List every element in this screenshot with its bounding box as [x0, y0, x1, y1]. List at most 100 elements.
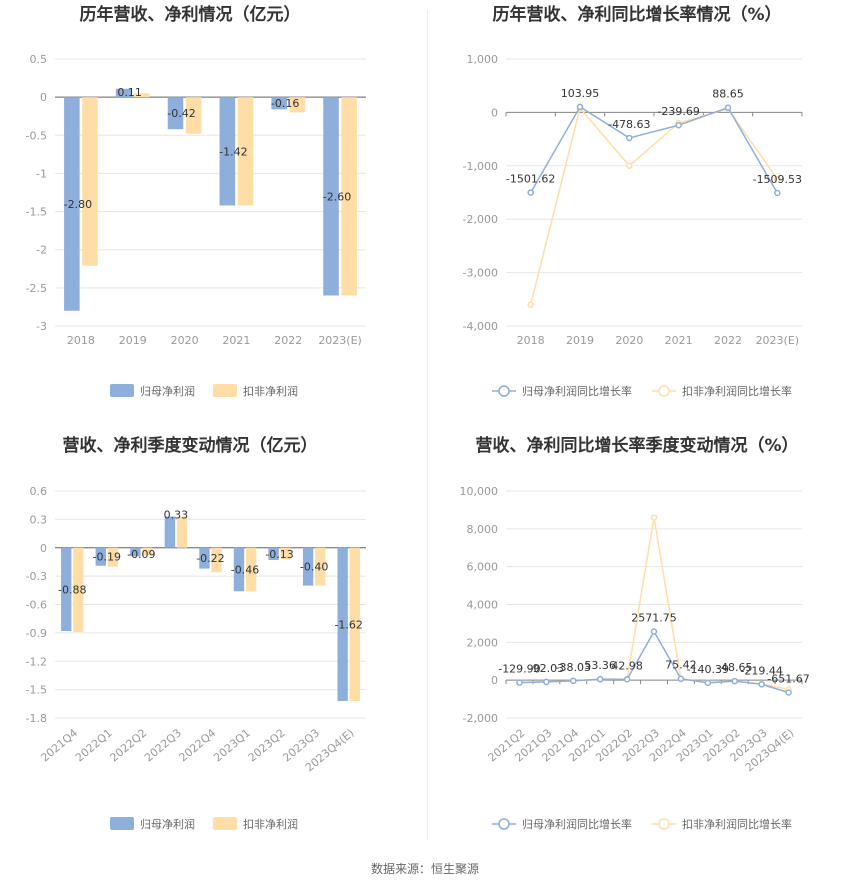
- y-tick-label: 10,000: [460, 485, 499, 498]
- series-line: [530, 105, 778, 194]
- y-tick-label: 8,000: [467, 523, 499, 536]
- chart-title: 历年营收、净利同比增长率情况（%）: [492, 4, 781, 25]
- x-tick-label: 2021: [222, 334, 250, 347]
- data-point: [596, 675, 604, 683]
- data-point: [576, 103, 584, 111]
- data-label: -0.46: [231, 564, 259, 577]
- data-label: -478.63: [608, 118, 650, 131]
- legend-swatch-marker: [658, 385, 670, 397]
- x-tick-label: 2023(E): [318, 334, 362, 347]
- x-tick-label: 2018: [67, 334, 95, 347]
- data-label: 2571.75: [631, 612, 677, 625]
- bar: [211, 547, 222, 573]
- bar: [349, 547, 360, 701]
- y-tick-label: 0: [491, 674, 498, 687]
- bar: [95, 547, 106, 566]
- legend-swatch-marker: [658, 818, 670, 830]
- data-label: 42.98: [611, 659, 643, 672]
- data-label: -2.60: [323, 190, 351, 203]
- data-point: [543, 678, 550, 686]
- bar: [341, 97, 357, 296]
- data-label: -239.69: [657, 105, 699, 118]
- bar: [82, 97, 98, 266]
- data-point: [677, 675, 685, 682]
- y-tick-label: 0: [40, 542, 47, 555]
- y-tick-label: -3: [36, 320, 47, 333]
- y-tick-label: -1.8: [26, 712, 47, 725]
- legend-swatch-marker: [498, 818, 510, 830]
- bar: [164, 516, 176, 548]
- bar: [64, 97, 80, 311]
- y-tick-label: -4,000: [463, 320, 498, 333]
- data-point: [675, 121, 682, 129]
- legend: 归母净利润 扣非净利润: [110, 817, 298, 831]
- data-label: -92.03: [529, 662, 564, 675]
- data-label: -0.40: [300, 561, 328, 574]
- data-point: [758, 681, 765, 688]
- data-label: -0.16: [271, 97, 299, 110]
- data-label: 103.95: [561, 87, 600, 100]
- data-label: -0.42: [167, 107, 195, 120]
- data-label: -140.39: [687, 663, 729, 676]
- legend-label: 扣非净利润同比增长率: [682, 817, 792, 831]
- bar: [73, 547, 84, 632]
- legend-swatch: [213, 384, 237, 397]
- bar: [268, 547, 279, 561]
- data-point: [623, 676, 631, 683]
- y-tick-label: -0.9: [26, 627, 47, 640]
- bar: [115, 88, 132, 98]
- y-tick-label: 6,000: [467, 561, 499, 574]
- bar: [142, 547, 153, 556]
- data-point: [626, 162, 633, 170]
- y-tick-label: -2.5: [26, 282, 47, 295]
- y-tick-label: 0.5: [30, 53, 48, 66]
- bar: [289, 97, 306, 113]
- x-tick-label: 2018: [517, 334, 545, 347]
- bar: [271, 97, 287, 110]
- y-tick-label: -2,000: [463, 712, 498, 725]
- legend-label: 归母净利润: [140, 384, 195, 398]
- legend-label: 扣非净利润: [243, 384, 298, 398]
- data-label: -651.67: [767, 672, 809, 685]
- bar: [61, 547, 72, 631]
- data-point: [516, 679, 523, 686]
- x-tick-label: 2020: [615, 334, 643, 347]
- data-label: -219.44: [740, 664, 782, 677]
- data-point: [774, 189, 781, 197]
- y-tick-label: -1.5: [26, 206, 47, 219]
- y-tick-label: -3,000: [463, 267, 498, 280]
- legend-label: 扣非净利润同比增长率: [682, 384, 792, 398]
- legend-label: 归母净利润同比增长率: [522, 384, 632, 398]
- legend-swatch: [110, 384, 134, 397]
- x-tick-label: 2022: [714, 334, 742, 347]
- y-tick-label: -0.3: [26, 570, 47, 583]
- data-point: [774, 175, 781, 183]
- data-label: -0.09: [127, 548, 155, 561]
- bar: [107, 547, 119, 567]
- y-tick-label: -2,000: [463, 213, 498, 226]
- y-tick-label: -1.5: [26, 684, 47, 697]
- data-label: -0.19: [93, 551, 121, 564]
- y-tick-label: -1,000: [463, 160, 498, 173]
- x-tick-label: 2023(E): [756, 334, 800, 347]
- data-label: 75.42: [665, 659, 697, 672]
- data-point: [724, 104, 732, 111]
- x-tick-label: 2019: [119, 334, 147, 347]
- panel-divider: [427, 10, 428, 840]
- y-tick-label: 2,000: [467, 636, 499, 649]
- data-label: -1.62: [334, 618, 362, 631]
- bar: [245, 547, 257, 592]
- bar: [176, 516, 188, 548]
- data-point: [527, 301, 534, 308]
- legend-label: 归母净利润: [140, 817, 195, 831]
- y-tick-label: -1.2: [26, 655, 47, 668]
- bar: [323, 97, 339, 296]
- data-label: -48.65: [717, 661, 752, 674]
- y-tick-label: 0.6: [30, 485, 48, 498]
- bar: [167, 97, 184, 130]
- data-label: 88.65: [712, 88, 744, 101]
